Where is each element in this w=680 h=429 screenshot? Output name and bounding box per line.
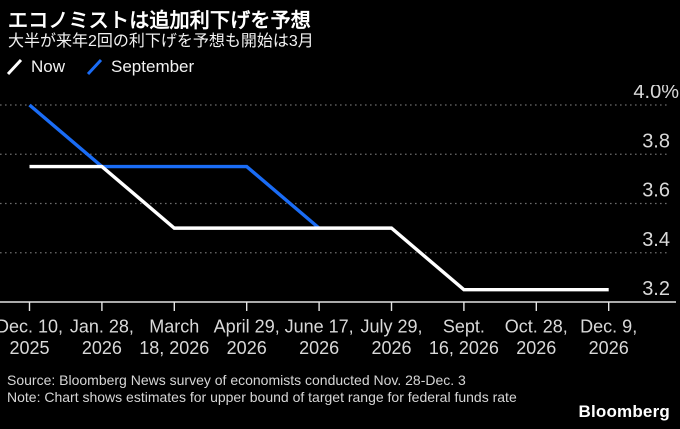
y-axis-label: 3.6 — [642, 180, 670, 202]
x-axis-label: Sept. — [443, 317, 485, 337]
y-axis-label: 3.4 — [642, 229, 670, 251]
x-axis-label: 18, 2026 — [139, 338, 209, 358]
x-axis-label: 16, 2026 — [429, 338, 499, 358]
legend-slash-icon — [86, 58, 103, 76]
series-line-september — [28, 103, 321, 230]
x-axis-label: 2026 — [299, 338, 339, 358]
legend-item-september: September — [85, 57, 194, 77]
bloomberg-logo: Bloomberg — [578, 402, 670, 421]
x-axis-label: June 17, — [285, 317, 354, 337]
chart-legend: Now September — [5, 57, 194, 77]
legend-label: September — [111, 57, 195, 76]
chart-footer: Source: Bloomberg News survey of economi… — [7, 372, 517, 406]
x-axis-label: 2026 — [516, 338, 556, 358]
source-text: Source: Bloomberg News survey of economi… — [7, 372, 466, 388]
x-axis-label: 2026 — [227, 338, 267, 358]
note-text: Note: Chart shows estimates for upper bo… — [7, 388, 517, 405]
legend-item-now: Now — [5, 57, 65, 77]
y-axis-label: 3.2 — [642, 278, 670, 300]
x-axis-label: 2026 — [589, 338, 629, 358]
x-axis-label: April 29, — [214, 317, 280, 337]
x-axis-label: March — [149, 317, 199, 337]
x-axis-label: Oct. 28, — [505, 317, 568, 337]
x-axis-label: 2026 — [371, 338, 411, 358]
legend-label: Now — [31, 57, 66, 76]
x-axis-label: 2025 — [9, 338, 49, 358]
x-axis-label: Dec. 9, — [580, 317, 637, 337]
x-axis-label: 2026 — [82, 338, 122, 358]
legend-slash-icon — [6, 58, 23, 76]
x-axis-label: Jan. 28, — [70, 317, 134, 337]
x-axis-label: July 29, — [360, 317, 422, 337]
y-axis-label: 4.0% — [633, 85, 679, 103]
series-line-now — [29, 164, 609, 292]
chart-subtitle: 大半が来年2回の利下げを予想も開始は3月 — [8, 33, 314, 50]
chart-title: エコノミストは追加利下げを予想 — [8, 10, 311, 32]
y-axis-label: 3.8 — [642, 130, 670, 152]
x-axis-label: Dec. 10, — [0, 317, 63, 337]
